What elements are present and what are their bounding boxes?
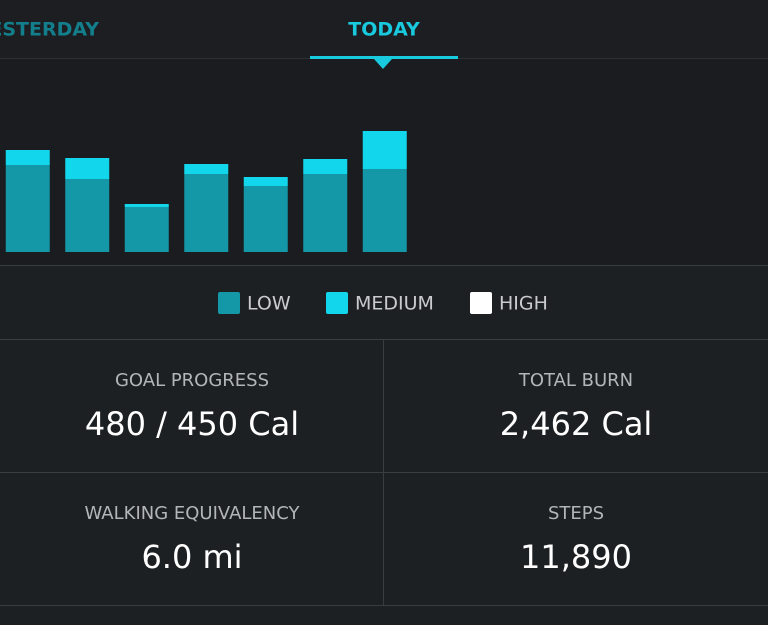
legend-label: MEDIUM bbox=[355, 293, 434, 315]
stat-label: WALKING EQUIVALENCY bbox=[84, 503, 300, 524]
bar-segment bbox=[65, 179, 110, 252]
bar-segment bbox=[5, 150, 50, 165]
stat-label: STEPS bbox=[548, 503, 604, 524]
legend-label: LOW bbox=[247, 293, 291, 315]
tab-pointer bbox=[374, 59, 392, 69]
bar-segment bbox=[303, 174, 348, 252]
legend-label: HIGH bbox=[499, 293, 548, 315]
stats: GOAL PROGRESS 480 / 450 Cal TOTAL BURN 2,46… bbox=[84, 370, 652, 576]
bar-segment bbox=[303, 159, 348, 174]
bar-segment bbox=[184, 174, 229, 252]
tab-yesterday[interactable]: YESTERDAY bbox=[0, 19, 99, 41]
bar-segment bbox=[243, 186, 288, 252]
stat-value: 6.0 mi bbox=[141, 538, 242, 576]
bar-segment bbox=[362, 131, 407, 169]
stat-value: 480 / 450 Cal bbox=[85, 405, 299, 443]
stat-value: 11,890 bbox=[520, 538, 632, 576]
legend-swatch bbox=[470, 292, 492, 314]
bar-segment bbox=[124, 204, 169, 207]
stat-label: TOTAL BURN bbox=[518, 370, 633, 391]
bar-segment bbox=[65, 158, 110, 179]
bar-segment bbox=[362, 169, 407, 252]
stat-label: GOAL PROGRESS bbox=[115, 370, 269, 391]
bar-segment bbox=[243, 177, 288, 186]
bar-segment bbox=[124, 207, 169, 252]
tab-today[interactable]: TODAY bbox=[348, 19, 420, 41]
bar-segment bbox=[184, 164, 229, 174]
legend: LOW MEDIUM HIGH bbox=[218, 292, 548, 315]
tab-bar bbox=[0, 0, 768, 58]
tab-underline bbox=[310, 56, 458, 59]
legend-swatch bbox=[326, 292, 348, 314]
bar-segment bbox=[5, 165, 50, 252]
legend-swatch bbox=[218, 292, 240, 314]
stat-value: 2,462 Cal bbox=[500, 405, 653, 443]
bars bbox=[5, 131, 407, 252]
